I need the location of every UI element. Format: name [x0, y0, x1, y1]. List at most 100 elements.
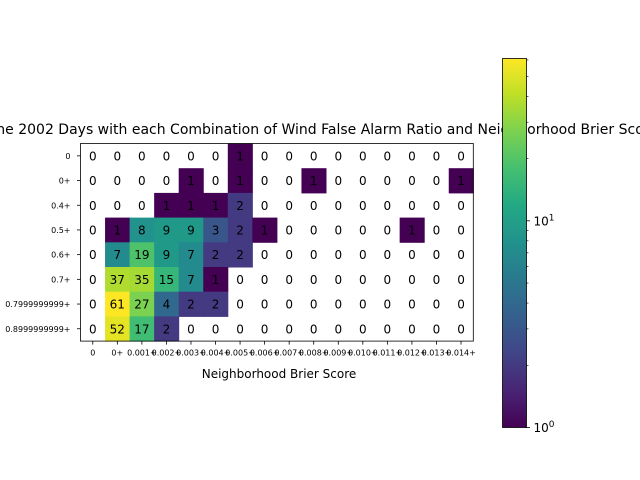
y-tick-label: 0.7+: [51, 275, 70, 284]
colorbar-gradient: [502, 58, 527, 428]
heatmap-cell: [105, 242, 131, 268]
cell-value-label: 0: [384, 322, 392, 336]
x-tick-label: 0.004+: [201, 349, 231, 358]
heatmap-cell: [129, 242, 155, 268]
heatmap-cell: [203, 242, 229, 268]
colorbar-tick-label: 101: [534, 213, 555, 228]
cell-value-label: 0: [114, 174, 122, 188]
cell-value-label: 0: [384, 248, 392, 262]
heatmap-cell: [252, 217, 278, 243]
cell-value-label: 0: [334, 273, 342, 287]
y-tick-label: 0.4+: [51, 201, 70, 210]
heatmap-cell: [154, 242, 180, 268]
cell-value-label: 0: [163, 149, 171, 163]
x-tick-label: 0.009+: [323, 349, 353, 358]
cell-value-label: 0: [89, 223, 97, 237]
cell-value-label: 0: [359, 322, 367, 336]
heatmap-cell: [129, 291, 155, 317]
cell-value-label: 0: [334, 223, 342, 237]
cell-value-label: 2: [236, 223, 244, 237]
cell-value-label: 0: [261, 298, 269, 312]
cell-value-label: 0: [457, 248, 465, 262]
cell-value-label: 1: [457, 174, 465, 188]
heatmap-cell: [154, 267, 180, 293]
cell-value-label: 1: [212, 273, 220, 287]
cell-value-label: 0: [334, 149, 342, 163]
chart-title: Number of the 2002 Days with each Combin…: [0, 122, 640, 138]
heatmap-cell: [178, 217, 204, 243]
x-tick-label: 0: [90, 349, 95, 358]
cell-value-label: 0: [457, 322, 465, 336]
cell-value-label: 61: [110, 298, 125, 312]
cell-value-label: 0: [433, 174, 441, 188]
x-tick-label: 0.010+: [348, 349, 378, 358]
cell-value-label: 0: [334, 199, 342, 213]
cell-value-label: 0: [408, 273, 416, 287]
cell-value-label: 1: [236, 149, 244, 163]
cell-value-label: 0: [433, 199, 441, 213]
heatmap-cell: [129, 267, 155, 293]
cell-value-label: 0: [138, 199, 146, 213]
cell-value-label: 0: [89, 298, 97, 312]
cell-value-label: 0: [457, 298, 465, 312]
x-tick-label: 0.008+: [299, 349, 329, 358]
cell-value-label: 0: [408, 174, 416, 188]
heatmap-cell: [154, 316, 180, 342]
cell-value-label: 0: [310, 248, 318, 262]
heatmap-cell: [227, 192, 253, 219]
cell-value-label: 0: [261, 174, 269, 188]
cell-value-label: 1: [261, 223, 269, 237]
x-tick-label: 0.014+: [446, 349, 476, 358]
cell-value-label: 0: [285, 199, 293, 213]
cell-value-label: 0: [334, 174, 342, 188]
cell-value-label: 0: [359, 248, 367, 262]
heatmap-cell: [448, 168, 474, 194]
cell-value-label: 0: [334, 298, 342, 312]
y-axis-ticks: 0 0+ 0.4+ 0.5+ 0.6+ 0.7+ 0.7999999999+ 0.899999…: [5, 152, 81, 334]
cell-value-label: 1: [408, 223, 416, 237]
heatmap-cell: [154, 217, 180, 243]
cell-value-label: 0: [310, 199, 318, 213]
cell-value-label: 8: [138, 223, 146, 237]
heatmap-cell: [105, 316, 131, 342]
cell-value-label: 0: [433, 248, 441, 262]
heatmap-cell: [105, 291, 131, 317]
cell-value-label: 0: [236, 322, 244, 336]
cell-value-label: 0: [285, 223, 293, 237]
cell-value-label: 0: [114, 149, 122, 163]
cell-value-label: 9: [187, 223, 195, 237]
cell-value-label: 0: [89, 199, 97, 213]
cell-value-label: 15: [159, 273, 174, 287]
x-axis-ticks: 0 0+ 0.001+0.002+0.003+0.004+0.005+0.006+0…: [90, 341, 476, 358]
heatmap-cell: [178, 267, 204, 293]
cell-value-label: 0: [285, 174, 293, 188]
cell-value-label: 0: [359, 199, 367, 213]
cell-value-label: 9: [163, 223, 171, 237]
cell-value-label: 0: [457, 149, 465, 163]
cell-value-label: 0: [261, 199, 269, 213]
cell-value-label: 7: [114, 248, 122, 262]
cell-value-label: 0: [285, 248, 293, 262]
x-tick-label: 0+: [111, 349, 123, 358]
cell-value-label: 0: [285, 149, 293, 163]
cell-value-label: 0: [212, 174, 220, 188]
cell-value-label: 0: [433, 298, 441, 312]
x-tick-label: 0.003+: [176, 349, 206, 358]
heatmap-cell: [129, 316, 155, 342]
cell-value-label: 0: [163, 174, 171, 188]
heatmap-cell: [178, 291, 204, 317]
cell-value-label: 0: [433, 273, 441, 287]
cell-value-label: 0: [89, 174, 97, 188]
heatmap-cell: [178, 168, 204, 194]
heatmap-cell: [203, 192, 229, 219]
cell-value-label: 9: [163, 248, 171, 262]
cell-value-label: 0: [359, 273, 367, 287]
heatmap-cell: [154, 192, 180, 219]
cell-value-label: 2: [236, 248, 244, 262]
cell-value-label: 0: [310, 273, 318, 287]
heatmap-cell: [227, 143, 253, 169]
cell-value-label: 0: [114, 199, 122, 213]
cell-value-label: 0: [408, 298, 416, 312]
cell-value-label: 0: [457, 199, 465, 213]
